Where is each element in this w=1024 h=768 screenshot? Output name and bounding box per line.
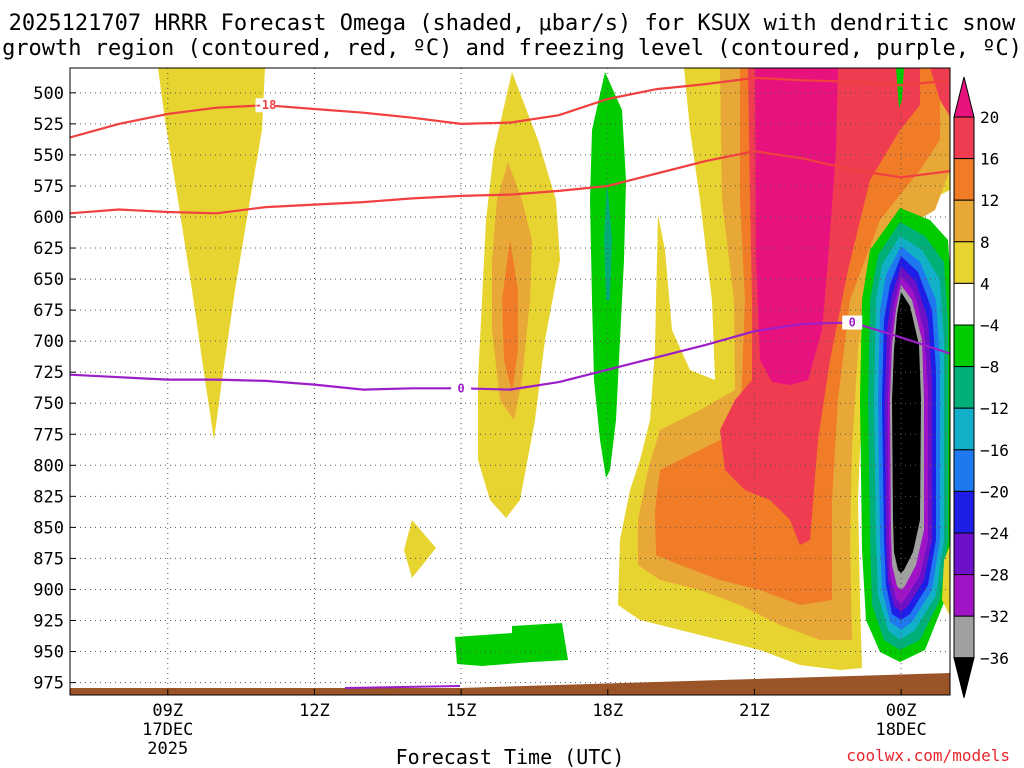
y-tick-label: 800 [33,456,64,476]
chart-title-line1: 2025121707 HRRR Forecast Omega (shaded, … [9,11,1016,36]
y-tick-label: 925 [33,612,64,632]
y-tick-label: 850 [33,518,64,538]
colorbar-swatch [953,282,975,326]
x-tick-label: 18Z [592,701,623,721]
contour-label: 0 [849,316,856,330]
y-tick-label: 825 [33,487,64,507]
contour-line-2 [70,150,950,215]
contour-lines: -18 0 0 [70,76,950,396]
colorbar-label: 8 [980,233,990,252]
colorbar-bottom-arrow [953,657,975,698]
y-tick-label: 900 [33,580,64,600]
colorbar-label: −16 [980,441,1009,460]
colorbar: 20 16 12 8 4 −4 −8 −12 −16 −20 −24 −28 −32 −36 [953,76,1009,698]
contour-line-3 [70,321,950,391]
y-tick-label: 725 [33,363,64,383]
colorbar-label: −8 [980,358,999,377]
contour-label: -18 [255,98,277,112]
y-tick-label: 775 [33,425,64,445]
colorbar-swatch [953,407,975,451]
y-tick-label: 550 [33,146,64,166]
omega-region-neg-black [892,292,921,573]
terrain-ground [70,673,950,695]
colorbar-label: 4 [980,274,990,293]
colorbar-swatch [953,324,975,368]
y-tick-label: 875 [33,549,64,569]
omega-region-green-top [896,68,904,108]
y-tick-label: 625 [33,239,64,259]
colorbar-swatch [953,366,975,409]
omega-region-yellow-edge [942,545,950,616]
colorbar-label: −20 [980,482,1009,501]
y-tick-label: 675 [33,301,64,321]
colorbar-label: −36 [980,649,1009,668]
y-tick-label: 650 [33,270,64,290]
x-tick-label: 12Z [299,701,330,721]
y-tick-label: 975 [33,674,64,694]
shaded-omega-fields [158,68,950,670]
x-tick-date: 18DEC [876,720,927,740]
colorbar-top-arrow [953,76,975,118]
colorbar-swatch [953,158,975,201]
y-axis: 500 525 550 575 600 625 650 675 700 725 750 775 800 8… [33,84,76,694]
x-tick-label: 09Z [152,701,183,721]
colorbar-swatch [953,449,975,492]
y-gridlines [70,92,950,684]
x-tick-year: 2025 [147,739,188,759]
contour-label: 0 [457,381,464,395]
colorbar-swatch [953,490,975,534]
colorbar-label: −24 [980,524,1009,543]
colorbar-swatch [953,615,975,659]
colorbar-label: 12 [980,191,999,210]
omega-region-magenta-right [755,68,838,385]
colorbar-swatch [953,199,975,243]
colorbar-label: −28 [980,566,1009,585]
x-axis-label: Forecast Time (UTC) [396,745,625,768]
colorbar-label: −12 [980,399,1009,418]
colorbar-swatch [953,241,975,284]
colorbar-label: 20 [980,108,999,127]
omega-region-deeporange-mid [502,240,518,392]
y-tick-label: 600 [33,208,64,228]
omega-region-yellow-small [404,520,436,578]
colorbar-label: 16 [980,150,999,169]
chart-title-line2: growth region (contoured, red, ºC) and f… [2,36,1022,61]
y-tick-label: 525 [33,115,64,135]
colorbar-swatch [953,116,975,160]
x-tick-label: 21Z [739,701,770,721]
omega-region-teal-column [604,180,612,300]
omega-region-yellow-left [158,68,265,440]
y-tick-label: 950 [33,643,64,663]
contour-label-bg [842,315,863,330]
contour-line-1 [70,76,950,139]
colorbar-label: −32 [980,607,1009,626]
contour-label-bg [255,98,276,113]
x-tick-date: 17DEC [142,720,193,740]
plot-border [69,67,951,696]
colorbar-label: −4 [980,316,999,335]
y-tick-label: 500 [33,84,64,104]
omega-region-green-surface [455,623,568,666]
credit-text: coolwx.com/models [846,746,1010,765]
x-tick-label: 00Z [886,701,917,721]
colorbar-swatch [953,574,975,617]
x-tick-label: 15Z [446,701,477,721]
y-tick-label: 700 [33,332,64,352]
surface-freezing-segment [344,685,461,689]
contour-label-bg [451,381,472,396]
y-tick-label: 750 [33,394,64,414]
colorbar-swatch [953,532,975,576]
y-tick-label: 575 [33,177,64,197]
